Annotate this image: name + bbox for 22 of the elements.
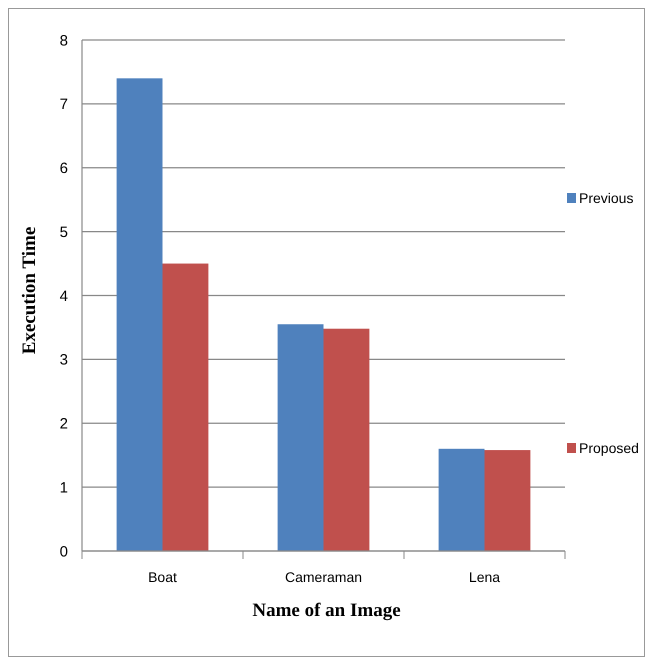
bar: [484, 450, 530, 551]
legend-label: Previous: [579, 190, 634, 206]
y-tick-label: 0: [60, 543, 68, 560]
bar: [162, 264, 208, 551]
y-tick-label: 6: [60, 160, 68, 177]
bar: [116, 78, 162, 551]
bar: [324, 328, 370, 551]
y-tick-label: 4: [60, 288, 68, 305]
y-tick-label: 3: [60, 352, 68, 369]
x-tick-label: Boat: [148, 569, 178, 585]
x-axis-title: Name of an Image: [252, 600, 401, 621]
bar: [438, 448, 484, 551]
y-tick-label: 5: [60, 224, 68, 241]
y-tick-label: 7: [60, 96, 68, 114]
y-tick-label: 2: [60, 416, 68, 432]
x-tick-label: Cameraman: [284, 569, 362, 585]
y-axis-title: Execution Time: [19, 226, 40, 354]
y-tick-label: 8: [60, 32, 68, 50]
y-tick-label: 1: [60, 479, 68, 496]
x-tick-label: Lena: [468, 569, 500, 585]
legend-label: Proposed: [579, 440, 639, 456]
bar: [278, 324, 324, 551]
